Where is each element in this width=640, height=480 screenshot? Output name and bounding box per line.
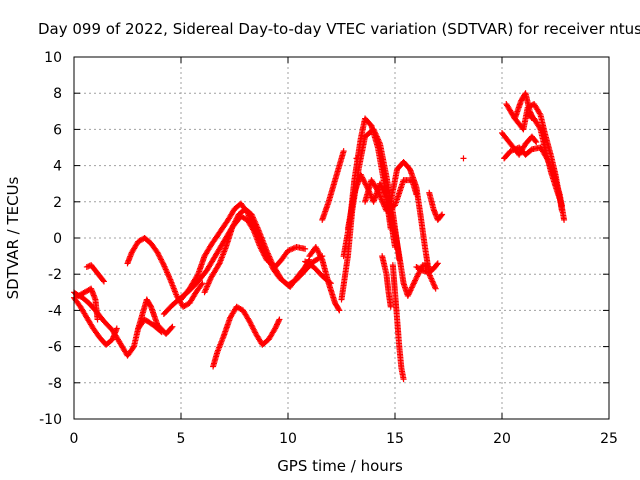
y-tick-label: 10 bbox=[44, 50, 62, 66]
y-tick-label: -8 bbox=[48, 376, 62, 392]
data-point bbox=[536, 110, 543, 117]
data-point bbox=[215, 261, 222, 268]
data-point bbox=[404, 292, 411, 299]
data-point bbox=[412, 276, 419, 283]
data-marks bbox=[71, 90, 568, 383]
data-point bbox=[406, 290, 413, 297]
data-point bbox=[169, 323, 176, 330]
data-point bbox=[405, 291, 412, 298]
grid bbox=[74, 57, 609, 419]
y-tick-label: 4 bbox=[53, 159, 62, 175]
y-tick-label: 0 bbox=[53, 231, 62, 247]
data-point bbox=[276, 316, 283, 323]
y-tick-label: 2 bbox=[53, 195, 62, 211]
x-tick-label: 5 bbox=[177, 431, 186, 447]
y-tick-label: -6 bbox=[48, 340, 62, 356]
data-point bbox=[408, 285, 415, 292]
x-tick-label: 0 bbox=[70, 431, 79, 447]
y-tick-label: -10 bbox=[39, 412, 62, 428]
y-tick-label: -4 bbox=[48, 303, 62, 319]
y-tick-label: 6 bbox=[53, 122, 62, 138]
data-point bbox=[130, 344, 137, 351]
data-point bbox=[532, 137, 539, 144]
data-point bbox=[434, 260, 441, 267]
data-point bbox=[536, 125, 543, 132]
data-point bbox=[100, 277, 107, 284]
data-point bbox=[387, 303, 394, 310]
y-tick-label: -2 bbox=[48, 267, 62, 283]
data-point bbox=[410, 280, 417, 287]
data-point bbox=[199, 280, 206, 287]
data-point bbox=[406, 288, 413, 295]
data-point bbox=[409, 283, 416, 290]
axis-ticks bbox=[73, 56, 610, 420]
data-point bbox=[533, 139, 540, 146]
data-point bbox=[340, 148, 347, 155]
y-axis-label: SDTVAR / TECUs bbox=[4, 176, 22, 299]
data-point bbox=[168, 324, 175, 331]
data-point bbox=[408, 284, 415, 291]
y-tick-labels: -10 -8 -6 -4 -2 0 2 4 6 8 10 bbox=[39, 50, 62, 428]
data-point bbox=[94, 316, 101, 323]
x-tick-label: 10 bbox=[279, 431, 297, 447]
data-point bbox=[194, 272, 201, 279]
data-point bbox=[302, 245, 309, 252]
data-point bbox=[113, 325, 120, 332]
data-point bbox=[407, 287, 414, 294]
data-point bbox=[275, 317, 282, 324]
data-point bbox=[411, 278, 418, 285]
data-point bbox=[432, 285, 439, 292]
x-tick-label: 25 bbox=[600, 431, 618, 447]
x-tick-labels: 0 5 10 15 20 25 bbox=[70, 431, 618, 447]
x-tick-label: 20 bbox=[493, 431, 511, 447]
data-point bbox=[438, 212, 445, 219]
chart-title: Day 099 of 2022, Sidereal Day-to-day VTE… bbox=[38, 20, 640, 38]
data-point bbox=[412, 277, 419, 284]
data-point bbox=[335, 306, 342, 313]
data-point bbox=[100, 278, 107, 285]
data-point bbox=[561, 216, 568, 223]
data-point bbox=[198, 281, 205, 288]
data-point bbox=[439, 211, 446, 218]
x-tick-label: 15 bbox=[386, 431, 404, 447]
data-point bbox=[433, 261, 440, 268]
data-point bbox=[353, 155, 360, 162]
data-point bbox=[460, 155, 467, 162]
data-point bbox=[336, 307, 343, 314]
data-point bbox=[558, 202, 565, 209]
x-axis-label: GPS time / hours bbox=[277, 457, 403, 475]
data-point bbox=[400, 376, 407, 383]
y-tick-label: 8 bbox=[53, 86, 62, 102]
data-point bbox=[327, 280, 334, 287]
data-point bbox=[326, 279, 333, 286]
data-point bbox=[410, 281, 417, 288]
data-point bbox=[426, 263, 433, 270]
